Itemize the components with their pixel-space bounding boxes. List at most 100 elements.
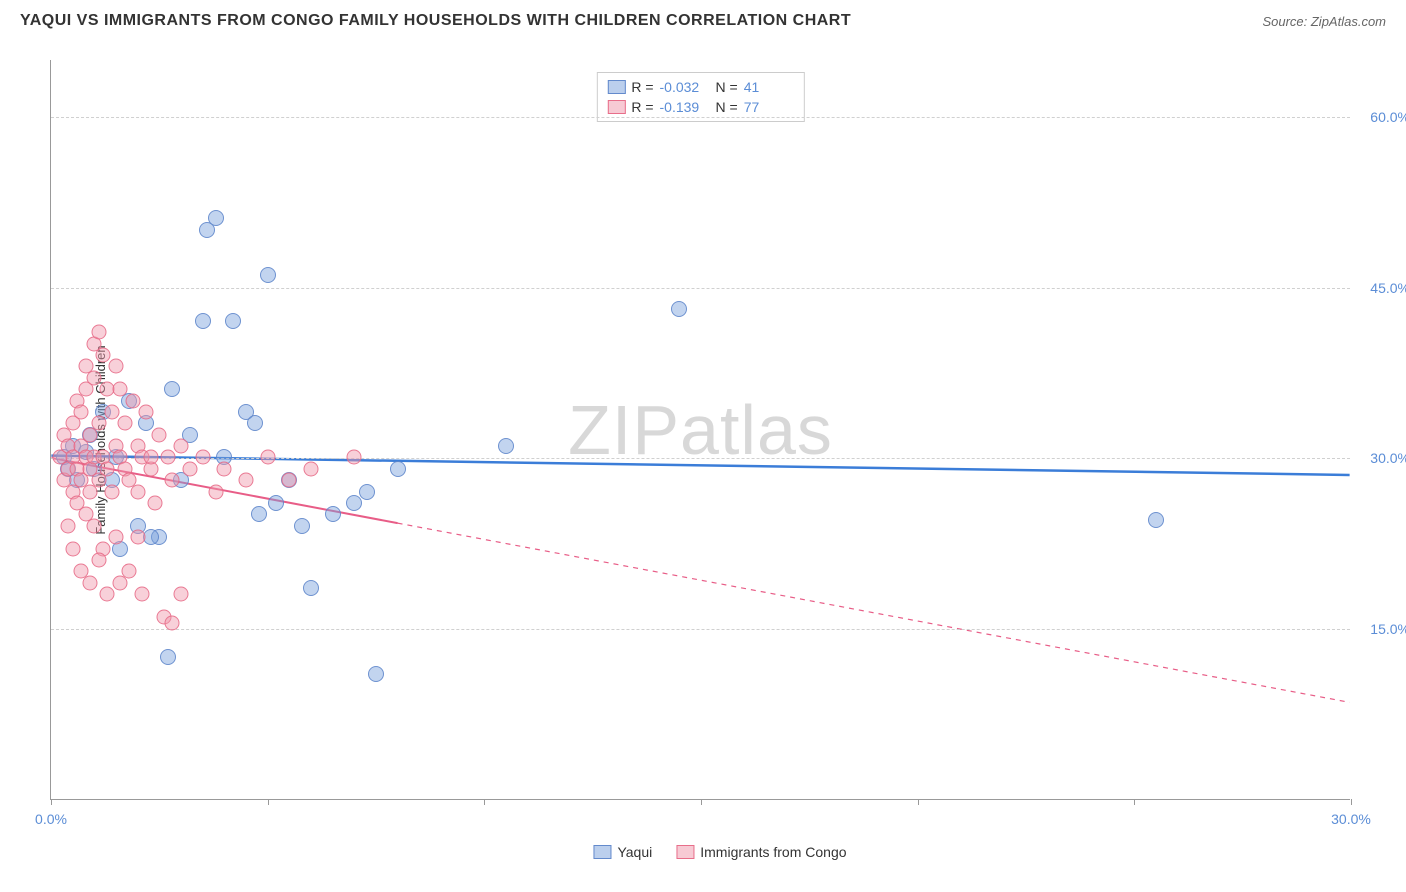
data-point [152, 427, 167, 442]
gridline [51, 629, 1350, 630]
data-point [91, 552, 106, 567]
legend-swatch-icon [593, 845, 611, 859]
y-tick-label: 45.0% [1370, 280, 1406, 296]
data-point [165, 473, 180, 488]
x-tick [1134, 799, 1135, 805]
data-point [104, 404, 119, 419]
legend-swatch-icon [676, 845, 694, 859]
x-tick [484, 799, 485, 805]
data-point [182, 461, 197, 476]
data-point [104, 484, 119, 499]
stat-r-label: R = [631, 79, 653, 95]
data-point [148, 496, 163, 511]
data-point [195, 450, 210, 465]
data-point [164, 381, 180, 397]
stat-r-label: R = [631, 99, 653, 115]
y-tick-label: 30.0% [1370, 450, 1406, 466]
data-point [130, 530, 145, 545]
data-point [282, 473, 297, 488]
x-tick [268, 799, 269, 805]
data-point [294, 518, 310, 534]
x-tick [1351, 799, 1352, 805]
data-point [247, 415, 263, 431]
data-point [260, 267, 276, 283]
chart-source: Source: ZipAtlas.com [1262, 14, 1386, 29]
data-point [130, 484, 145, 499]
legend-label: Yaqui [617, 844, 652, 860]
chart-header: YAQUI VS IMMIGRANTS FROM CONGO FAMILY HO… [0, 0, 1406, 38]
data-point [498, 438, 514, 454]
stat-n-label: N = [716, 99, 738, 115]
x-tick [51, 799, 52, 805]
legend-item: Yaqui [593, 844, 652, 860]
legend-label: Immigrants from Congo [700, 844, 846, 860]
x-tick [701, 799, 702, 805]
x-tick [918, 799, 919, 805]
plot-area: ZIPatlas R = -0.032 N = 41 R = -0.139 N … [50, 60, 1350, 800]
data-point [174, 587, 189, 602]
data-point [100, 461, 115, 476]
data-point [143, 450, 158, 465]
data-point [239, 473, 254, 488]
data-point [91, 325, 106, 340]
gridline [51, 117, 1350, 118]
x-tick-label: 0.0% [35, 811, 67, 827]
data-point [217, 461, 232, 476]
data-point [347, 450, 362, 465]
data-point [113, 575, 128, 590]
data-point [225, 313, 241, 329]
data-point [61, 518, 76, 533]
swatch-blue-icon [607, 80, 625, 94]
data-point [161, 450, 176, 465]
data-point [117, 416, 132, 431]
data-point [87, 518, 102, 533]
data-point [346, 495, 362, 511]
data-point [139, 404, 154, 419]
data-point [260, 450, 275, 465]
stats-row-1: R = -0.032 N = 41 [607, 77, 793, 97]
data-point [160, 649, 176, 665]
data-point [109, 359, 124, 374]
swatch-pink-icon [607, 100, 625, 114]
data-point [325, 506, 341, 522]
x-tick-label: 30.0% [1331, 811, 1371, 827]
stat-n-val-2: 77 [744, 99, 794, 115]
stats-row-2: R = -0.139 N = 77 [607, 97, 793, 117]
data-point [65, 541, 80, 556]
data-point [390, 461, 406, 477]
data-point [195, 313, 211, 329]
data-point [74, 404, 89, 419]
trend-lines [51, 60, 1350, 799]
data-point [304, 461, 319, 476]
data-point [126, 393, 141, 408]
data-point [251, 506, 267, 522]
data-point [368, 666, 384, 682]
stats-box: R = -0.032 N = 41 R = -0.139 N = 77 [596, 72, 804, 122]
data-point [100, 587, 115, 602]
gridline [51, 458, 1350, 459]
data-point [91, 416, 106, 431]
data-point [113, 382, 128, 397]
gridline [51, 288, 1350, 289]
stat-n-val-1: 41 [744, 79, 794, 95]
data-point [109, 530, 124, 545]
data-point [165, 615, 180, 630]
legend-item: Immigrants from Congo [676, 844, 846, 860]
data-point [83, 575, 98, 590]
data-point [208, 484, 223, 499]
y-tick-label: 15.0% [1370, 621, 1406, 637]
data-point [268, 495, 284, 511]
bottom-legend: Yaqui Immigrants from Congo [593, 844, 846, 860]
chart-title: YAQUI VS IMMIGRANTS FROM CONGO FAMILY HO… [20, 12, 851, 30]
data-point [174, 439, 189, 454]
data-point [359, 484, 375, 500]
data-point [96, 348, 111, 363]
stat-n-label: N = [716, 79, 738, 95]
data-point [1148, 512, 1164, 528]
data-point [87, 370, 102, 385]
y-tick-label: 60.0% [1370, 109, 1406, 125]
data-point [135, 587, 150, 602]
data-point [208, 210, 224, 226]
chart-container: Family Households with Children ZIPatlas… [50, 50, 1390, 830]
data-point [671, 301, 687, 317]
